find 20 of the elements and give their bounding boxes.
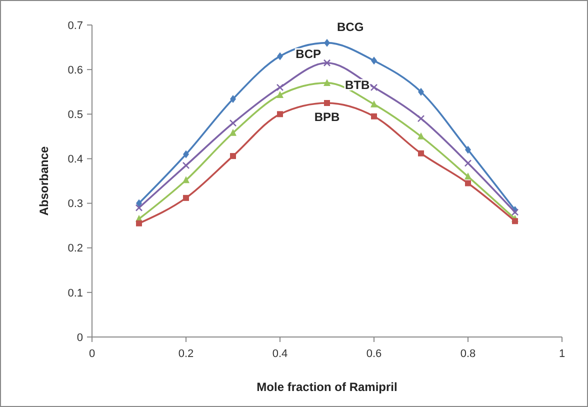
x-axis-title: Mole fraction of Ramipril	[256, 380, 398, 394]
y-tick-label: 0.2	[68, 242, 83, 255]
x-tick-label: 0.8	[460, 348, 476, 360]
x-tick-label: 1	[558, 348, 566, 360]
series-label: BTB	[345, 78, 370, 92]
y-tick-label: 0.4	[68, 154, 83, 166]
x-tick-label: 0.2	[178, 348, 194, 360]
x-tick-label: 0.4	[272, 348, 288, 360]
x-tick-label: 0.6	[366, 348, 382, 360]
y-tick-label: 0	[76, 332, 83, 344]
y-axis-title: Absorbance	[37, 146, 51, 216]
series-label: BPB	[314, 110, 340, 124]
y-tick-label: 0.5	[68, 108, 83, 121]
y-tick-label: 0.7	[68, 20, 83, 32]
series-label: BCG	[337, 20, 364, 34]
y-tick-label: 0.3	[68, 198, 83, 210]
y-tick-label: 0.6	[68, 64, 83, 76]
series-label: BCP	[296, 46, 321, 61]
x-tick-label: 0	[88, 348, 96, 360]
y-tick-label: 0.1	[68, 287, 83, 300]
